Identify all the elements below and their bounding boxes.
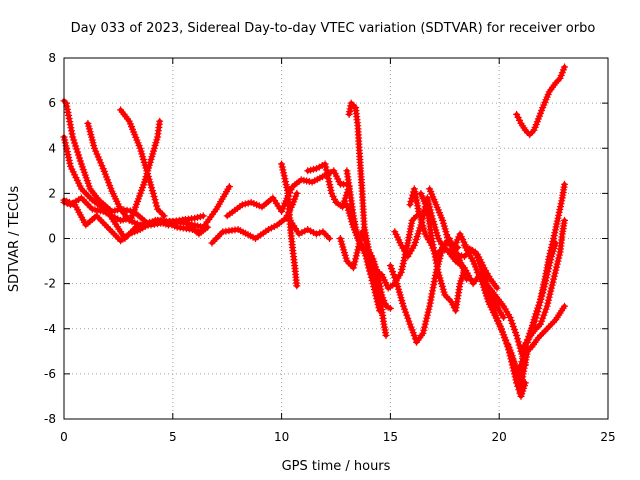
y-tick-label: 6	[48, 96, 56, 110]
series-markers	[513, 63, 568, 139]
series-track-30	[513, 63, 568, 139]
x-tick-label: 10	[274, 430, 289, 444]
y-tick-label: -8	[44, 412, 56, 426]
series-track-11	[304, 160, 353, 211]
series-track-8	[223, 167, 351, 220]
series-markers	[524, 180, 568, 346]
x-tick-label: 5	[169, 430, 177, 444]
y-tick-label: 0	[48, 232, 56, 246]
x-tick-label: 20	[492, 430, 507, 444]
series-markers	[304, 160, 353, 211]
series-track-15	[343, 201, 420, 292]
series-track-28	[524, 180, 568, 346]
x-axis-label: GPS time / hours	[282, 459, 391, 474]
series-track-10	[286, 216, 333, 242]
axis-ticks: 0 5 10 15 20 25 -8 -6 -4 -2 0 2 4 6 8	[44, 51, 616, 444]
grid-lines	[64, 58, 608, 419]
series-track-6	[117, 106, 168, 220]
plot-area	[60, 63, 568, 400]
series-track-19	[417, 189, 468, 315]
y-tick-label: 2	[48, 186, 56, 200]
series-markers	[386, 235, 453, 346]
y-tick-label: 8	[48, 51, 56, 65]
y-axis-label: SDTVAR / TECUs	[7, 186, 22, 293]
x-tick-label: 15	[383, 430, 398, 444]
series-markers	[117, 106, 168, 220]
y-tick-label: -4	[44, 322, 56, 336]
series-markers	[528, 302, 568, 351]
series-track-9	[278, 160, 301, 290]
x-tick-label: 25	[600, 430, 615, 444]
series-markers	[223, 167, 351, 220]
plot-frame	[63, 57, 609, 420]
series-markers	[417, 189, 468, 315]
series-track-5	[84, 119, 207, 229]
series-markers	[286, 216, 333, 242]
series-markers	[84, 119, 207, 229]
series-track-29	[528, 302, 568, 351]
y-tick-label: -6	[44, 367, 56, 381]
chart-title: Day 033 of 2023, Sidereal Day-to-day VTE…	[71, 21, 596, 36]
y-tick-label: -2	[44, 277, 56, 291]
y-tick-label: 4	[48, 141, 56, 155]
x-tick-label: 0	[60, 430, 68, 444]
